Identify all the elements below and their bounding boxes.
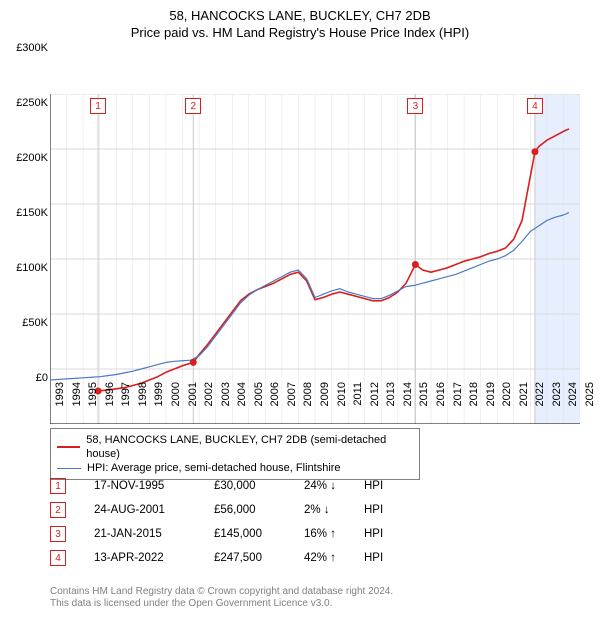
y-tick-label: £0 [36,372,48,384]
legend-row-hpi: HPI: Average price, semi-detached house,… [57,461,413,475]
x-tick-label: 2018 [468,382,480,406]
x-tick-label: 2014 [402,382,414,406]
sale-marker-box: 2 [50,502,66,518]
chart-title-subtitle: Price paid vs. HM Land Registry's House … [0,23,600,46]
x-tick-label: 2020 [501,382,513,406]
x-tick-label: 2015 [418,382,430,406]
sale-diff: 24% ↓ [304,480,364,492]
sale-flag: 1 [90,98,106,114]
sale-marker-box: 4 [50,550,66,566]
x-tick-label: 2019 [485,382,497,406]
x-tick-label: 1993 [54,382,66,406]
x-tick-label: 2003 [220,382,232,406]
sale-row: 1 17-NOV-1995£30,00024% ↓HPI [50,474,394,498]
y-tick-label: £300K [16,42,48,54]
x-tick-label: 2017 [452,382,464,406]
x-tick-label: 1994 [71,382,83,406]
y-tick-label: £50K [22,317,48,329]
y-tick-label: £250K [16,97,48,109]
legend-label-hpi: HPI: Average price, semi-detached house,… [87,461,341,475]
sale-row: 2 24-AUG-2001£56,0002% ↓HPI [50,498,394,522]
x-tick-label: 2023 [551,382,563,406]
x-tick-label: 2007 [286,382,298,406]
legend-swatch-hpi [57,468,81,469]
y-tick-label: £200K [16,152,48,164]
y-tick-label: £100K [16,262,48,274]
x-tick-label: 2021 [518,382,530,406]
x-tick-label: 1999 [153,382,165,406]
y-axis: £0£50K£100K£150K£200K£250K£300K [12,48,50,378]
x-tick-label: 2008 [302,382,314,406]
sale-date: 24-AUG-2001 [94,504,214,516]
sale-vs-hpi: HPI [364,480,394,492]
sales-table: 117-NOV-1995£30,00024% ↓HPI224-AUG-2001£… [50,474,394,570]
sale-flag: 2 [185,98,201,114]
x-tick-label: 1996 [104,382,116,406]
chart-svg [50,94,580,424]
sale-price: £56,000 [214,504,304,516]
x-tick-label: 1998 [137,382,149,406]
x-tick-label: 2024 [567,382,579,406]
sale-marker-box: 3 [50,526,66,542]
x-tick-label: 2001 [187,382,199,406]
x-tick-label: 2006 [269,382,281,406]
sale-date: 17-NOV-1995 [94,480,214,492]
sale-date: 21-JAN-2015 [94,528,214,540]
x-tick-label: 2012 [369,382,381,406]
x-tick-label: 2002 [203,382,215,406]
sale-row: 4 13-APR-2022£247,50042% ↑HPI [50,546,394,570]
sale-diff: 2% ↓ [304,504,364,516]
sale-vs-hpi: HPI [364,552,394,564]
footnote-line2: This data is licensed under the Open Gov… [50,598,393,610]
x-tick-label: 2025 [584,382,596,406]
sale-diff: 42% ↑ [304,552,364,564]
x-tick-label: 2000 [170,382,182,406]
legend-swatch-subject [57,446,80,448]
x-tick-label: 1997 [120,382,132,406]
legend-label-subject: 58, HANCOCKS LANE, BUCKLEY, CH7 2DB (sem… [86,433,413,461]
x-tick-label: 2004 [236,382,248,406]
x-tick-label: 2013 [385,382,397,406]
sale-vs-hpi: HPI [364,504,394,516]
sale-price: £30,000 [214,480,304,492]
chart-title-address: 58, HANCOCKS LANE, BUCKLEY, CH7 2DB [0,0,600,23]
legend: 58, HANCOCKS LANE, BUCKLEY, CH7 2DB (sem… [50,428,420,480]
sale-flag: 4 [527,98,543,114]
x-tick-label: 2010 [336,382,348,406]
sale-date: 13-APR-2022 [94,552,214,564]
footnote: Contains HM Land Registry data © Crown c… [50,586,393,610]
sale-vs-hpi: HPI [364,528,394,540]
x-axis: 1993 1994 1995 1996 1997 1998 1999 2000 2001 2002… [50,380,580,420]
footnote-line1: Contains HM Land Registry data © Crown c… [50,586,393,598]
sale-price: £145,000 [214,528,304,540]
y-tick-label: £150K [16,207,48,219]
x-tick-label: 2005 [253,382,265,406]
sale-row: 3 21-JAN-2015£145,00016% ↑HPI [50,522,394,546]
chart-plot-area: 1 2 3 4 [50,94,580,424]
sale-flag: 3 [407,98,423,114]
x-tick-label: 2011 [352,382,364,406]
x-tick-label: 2022 [534,382,546,406]
sale-marker-box: 1 [50,478,66,494]
legend-row-subject: 58, HANCOCKS LANE, BUCKLEY, CH7 2DB (sem… [57,433,413,461]
x-tick-label: 2016 [435,382,447,406]
x-tick-label: 1995 [87,382,99,406]
sale-diff: 16% ↑ [304,528,364,540]
sale-price: £247,500 [214,552,304,564]
x-tick-label: 2009 [319,382,331,406]
